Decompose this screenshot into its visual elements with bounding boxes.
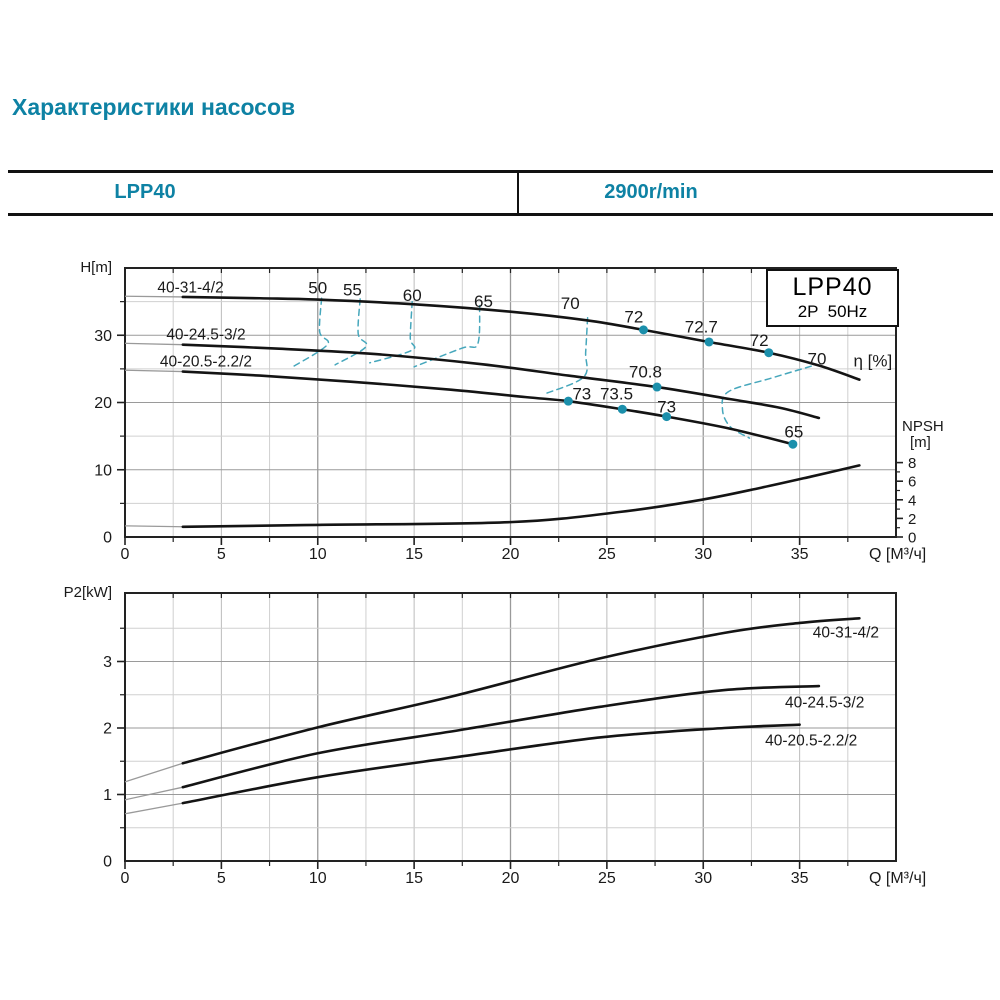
svg-text:73: 73 [657, 398, 676, 417]
svg-text:0: 0 [103, 854, 112, 871]
svg-text:Q [М³/ч]: Q [М³/ч] [869, 870, 926, 887]
duty-point-dots [563, 325, 798, 449]
svg-text:15: 15 [405, 546, 423, 563]
inset-spec-label: 2P 50Hz [797, 302, 868, 321]
svg-text:3: 3 [103, 654, 112, 671]
svg-text:6: 6 [908, 474, 916, 491]
svg-text:1: 1 [103, 787, 112, 804]
svg-text:40-31-4/2: 40-31-4/2 [157, 279, 223, 296]
svg-text:25: 25 [598, 870, 616, 887]
svg-text:60: 60 [403, 286, 422, 305]
page-title: Характеристики насосов [12, 94, 296, 120]
svg-text:4: 4 [908, 492, 916, 509]
svg-text:30: 30 [694, 546, 712, 563]
svg-text:15: 15 [405, 870, 423, 887]
chart-labels: 40-31-4/2 40-24.5-3/2 40-20.5-2.2/2 50 55 60 6… [157, 279, 892, 442]
header-table-divider [517, 173, 519, 213]
svg-text:40-24.5-3/2: 40-24.5-3/2 [166, 326, 245, 343]
svg-text:20: 20 [502, 546, 520, 563]
plot-frame [124, 267, 897, 538]
svg-text:η [%]: η [%] [853, 351, 892, 370]
svg-text:73.5: 73.5 [600, 384, 633, 403]
curve-NPSH [181, 464, 861, 529]
svg-text:NPSH: NPSH [902, 418, 944, 435]
svg-text:72: 72 [750, 331, 769, 350]
svg-text:[m]: [m] [910, 434, 931, 451]
svg-text:70: 70 [561, 294, 580, 313]
svg-text:40-20.5-2.2/2: 40-20.5-2.2/2 [160, 353, 252, 370]
head-flow-chart: 0 2 46 8 NPSH[m] 40-31-4/2 40-24.5-3/2 40-20.5-… [80, 259, 944, 563]
power-flow-chart: 40-31-4/240-24.5-3/240-20.5-2.2/20 5 10 15 2… [64, 584, 927, 887]
svg-text:65: 65 [784, 423, 803, 442]
svg-text:0: 0 [908, 530, 916, 547]
curve-40-20.5-2.2/2 [181, 723, 801, 805]
svg-text:40-31-4/2: 40-31-4/2 [813, 625, 879, 642]
curve-ext-40-24.5-3/2 [124, 786, 183, 801]
svg-text:10: 10 [309, 546, 327, 563]
svg-text:5: 5 [217, 546, 226, 563]
curve-ext-40-31-4/2 [124, 762, 184, 783]
svg-text:30: 30 [694, 870, 712, 887]
header-speed-cell: 2900r/min [604, 181, 698, 203]
axis-ticks [117, 593, 849, 869]
svg-text:0: 0 [121, 546, 130, 563]
chart-labels: 40-31-4/2 40-24.5-3/2 40-20.5-2.2/2 [765, 625, 879, 750]
curve-40-24.5-3/2 [181, 684, 821, 789]
curve-ext-40-24.5-3/2 [124, 342, 183, 346]
svg-text:20: 20 [94, 395, 112, 412]
right-axis-npsh: 0 2 46 8 NPSH[m] [896, 418, 944, 547]
svg-text:2: 2 [103, 720, 112, 737]
svg-text:5: 5 [217, 870, 226, 887]
svg-text:25: 25 [598, 546, 616, 563]
curve-40-31-4/2 [181, 616, 861, 765]
series-curves [124, 295, 861, 529]
svg-text:55: 55 [343, 281, 362, 300]
svg-text:P2[kW]: P2[kW] [64, 584, 112, 601]
svg-text:72.7: 72.7 [685, 318, 718, 337]
svg-text:35: 35 [791, 546, 809, 563]
svg-text:72: 72 [624, 308, 643, 327]
svg-text:30: 30 [94, 328, 112, 345]
header-table: LPP40 2900r/min [8, 170, 993, 216]
axis-labels: 0 5 10 15 20 25 30 35 0 1 2 3 P2[kW] Q [М³/ч] [64, 584, 927, 887]
svg-text:70.8: 70.8 [629, 363, 662, 382]
svg-text:40-24.5-3/2: 40-24.5-3/2 [785, 695, 864, 712]
svg-text:Q [М³/ч]: Q [М³/ч] [869, 546, 926, 563]
curve-40-24.5-3/2 [181, 343, 821, 420]
svg-text:0: 0 [121, 870, 130, 887]
svg-text:H[m]: H[m] [80, 259, 112, 276]
curve-40-31-4/2 [181, 295, 861, 381]
curve-ext-40-20.5-2.2/2 [124, 369, 183, 373]
grid [125, 593, 896, 861]
svg-text:2: 2 [908, 511, 916, 528]
series-curves [124, 616, 861, 815]
svg-text:73: 73 [572, 384, 591, 403]
svg-text:10: 10 [309, 870, 327, 887]
curve-ext-40-31-4/2 [124, 295, 183, 298]
svg-text:20: 20 [502, 870, 520, 887]
curve-ext-40-20.5-2.2/2 [124, 802, 183, 815]
header-model-cell: LPP40 [114, 181, 176, 203]
svg-text:40-20.5-2.2/2: 40-20.5-2.2/2 [765, 732, 857, 749]
curve-ext-NPSH [124, 525, 183, 528]
svg-text:35: 35 [791, 870, 809, 887]
svg-text:65: 65 [474, 292, 493, 311]
plot-frame [124, 592, 897, 862]
svg-text:8: 8 [908, 455, 916, 472]
curve-40-20.5-2.2/2 [181, 370, 795, 446]
chart-model-inset: LPP40 2P 50Hz [766, 269, 899, 327]
svg-text:10: 10 [94, 462, 112, 479]
inset-model-label: LPP40 [792, 273, 873, 301]
svg-text:70: 70 [808, 349, 827, 368]
efficiency-contours [291, 297, 812, 439]
svg-text:0: 0 [103, 530, 112, 547]
svg-text:50: 50 [308, 279, 327, 298]
